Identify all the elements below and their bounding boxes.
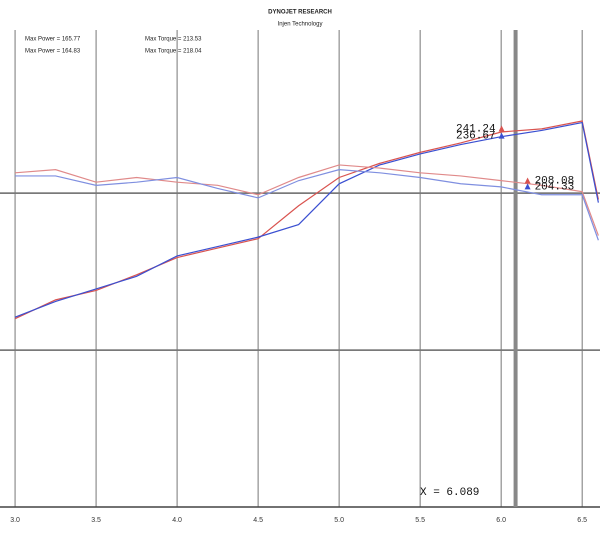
x-tick-label: 5.5 (415, 517, 425, 524)
annotation-marker (498, 125, 505, 132)
header-line: Max Power = 165.77 (25, 37, 81, 43)
header-line: Max Power = 164.83 (25, 49, 81, 55)
x-tick-label: 6.5 (577, 517, 587, 524)
annotation-label: 236.67 (456, 131, 496, 143)
x-tick-label: 5.0 (334, 517, 344, 524)
series-line (14, 121, 599, 318)
annotation-label: 208.08 (535, 175, 575, 187)
chart-subtitle: Injen Technology (278, 22, 323, 28)
annotation-marker (524, 177, 531, 184)
annotation-label: 204.33 (535, 181, 575, 193)
x-tick-label: 6.0 (496, 517, 506, 524)
series-line (14, 120, 599, 320)
chart-title: DYNOJET RESEARCH (268, 10, 332, 16)
x-tick-label: 3.5 (91, 517, 101, 524)
series-line (15, 169, 599, 241)
x-tick-label: 4.5 (253, 517, 263, 524)
annotation-marker (498, 132, 505, 139)
x-tick-label: 3.0 (10, 517, 20, 524)
header-line: Max Torque = 218.04 (145, 49, 202, 55)
header-line: Max Torque = 213.53 (145, 37, 202, 43)
series-line (15, 164, 599, 236)
annotation-marker (524, 183, 531, 190)
cursor-label: X = 6.089 (420, 487, 479, 499)
x-tick-label: 4.0 (172, 517, 182, 524)
annotation-label: 241.24 (456, 123, 496, 135)
